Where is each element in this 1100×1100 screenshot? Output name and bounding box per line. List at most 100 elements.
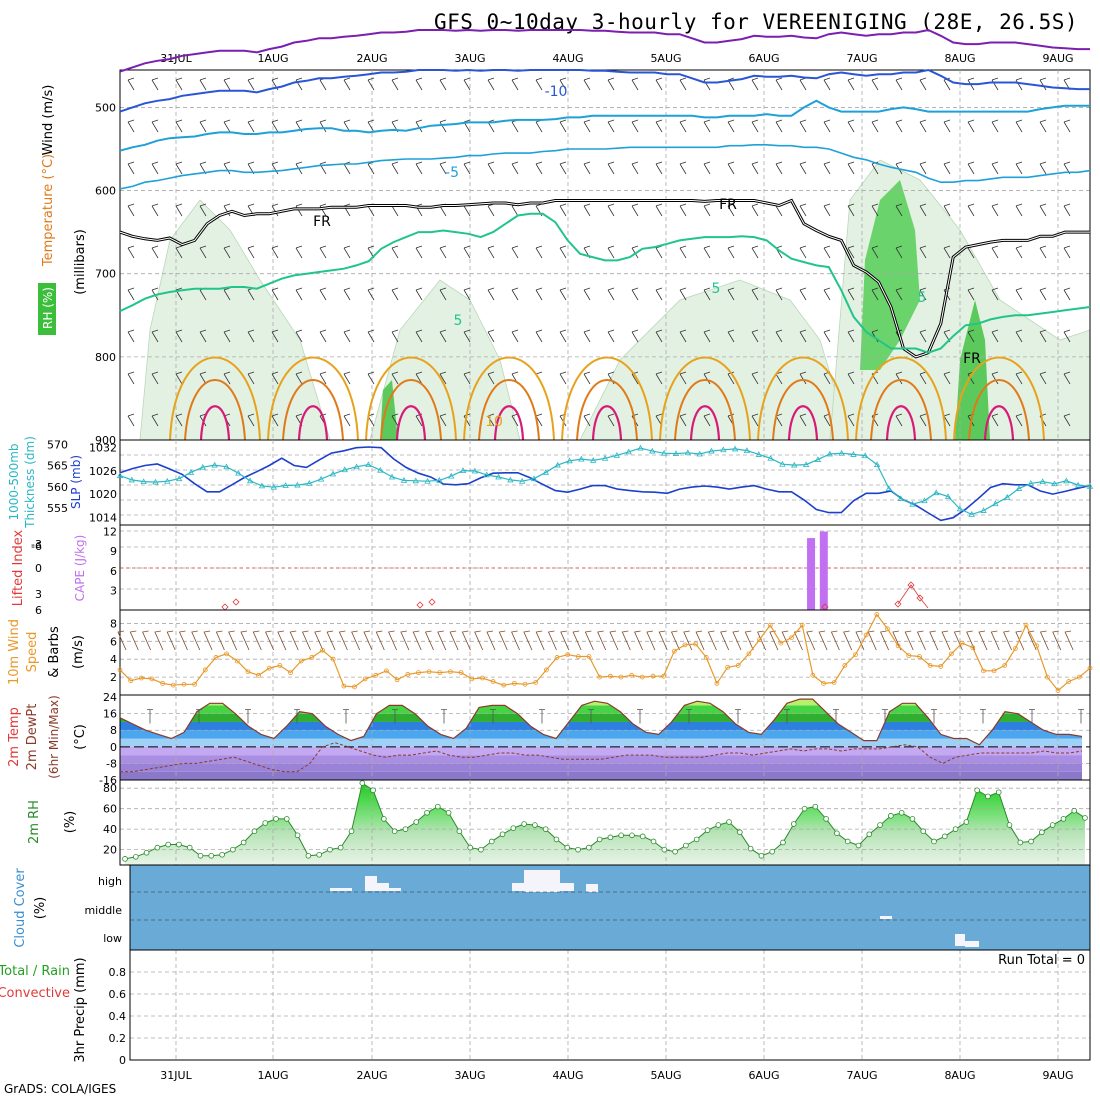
rh-point — [855, 842, 862, 849]
rh-point — [143, 849, 150, 856]
wind10m-barb — [437, 630, 447, 651]
wind-speed-point — [160, 680, 166, 686]
wind10m-barb — [547, 630, 557, 651]
temp-minmax — [686, 709, 692, 724]
upper-wind-barb — [991, 161, 999, 175]
upper-wind-barb — [871, 77, 879, 91]
wind10m-barb — [572, 630, 582, 651]
thickness-marker — [483, 471, 490, 478]
rh-point — [963, 819, 970, 825]
isotherm-10 — [561, 356, 653, 441]
upper-wind-barb — [991, 77, 999, 91]
thickness-marker — [720, 446, 727, 453]
rh-point — [715, 822, 722, 828]
wind-speed-point — [757, 637, 762, 642]
temp-minmax — [1029, 709, 1035, 724]
upper-ylabel-units: (millibars) — [73, 229, 88, 295]
isotherm-15 — [184, 379, 246, 441]
upper-wind-barb — [655, 203, 663, 217]
wind10m-barb — [966, 630, 976, 651]
top-day-label: 9AUG — [1042, 52, 1073, 65]
wind-speed-point — [629, 672, 635, 678]
wind10m-barb — [953, 630, 963, 651]
upper-ylabel-rh: RH (%) — [41, 287, 55, 329]
upper-wind-barb — [847, 119, 855, 133]
upper-wind-barb — [847, 329, 855, 343]
thickness-marker — [306, 480, 313, 486]
wind10m-barb — [806, 630, 816, 651]
wind10m-barb — [584, 630, 594, 651]
bottom-day-label: 2AUG — [356, 1069, 387, 1082]
upper-wind-barb — [151, 371, 159, 385]
upper-ylabel-temp: Temperature (°C) — [41, 154, 56, 267]
upper-wind-barb — [703, 245, 711, 259]
wind-ylabel-4: (m/s) — [71, 635, 86, 669]
upper-y-tick: 600 — [95, 185, 116, 198]
slp-ylabel: SLP (mb) — [69, 455, 83, 509]
rh-point — [575, 846, 581, 853]
upper-wind-barb — [175, 413, 183, 427]
upper-wind-barb — [823, 77, 831, 91]
upper-wind-barb — [391, 371, 399, 385]
upper-wind-barb — [919, 413, 927, 427]
wind-speed-point — [554, 655, 560, 660]
thickness-marker — [1027, 480, 1035, 486]
li-ylabel: Lifted Index — [11, 529, 26, 606]
thickness-marker — [258, 482, 266, 489]
upper-wind-barb — [271, 371, 279, 385]
isotherm-20 — [885, 405, 917, 441]
axis-labels: Wind (m/s)Temperature (°C) RH (%) (milliba… — [0, 85, 88, 1063]
upper-wind-barb — [319, 77, 327, 91]
rh-point — [230, 846, 236, 853]
rh-point — [1028, 838, 1034, 845]
upper-wind-barb — [151, 413, 159, 427]
isotherm-10 — [953, 356, 1045, 441]
wind10m-barb — [916, 630, 926, 651]
wind-speed-point — [298, 658, 304, 664]
upper-wind-barb — [295, 287, 303, 301]
rh-point — [370, 787, 376, 794]
thickness-marker — [424, 477, 431, 484]
upper-wind-barb — [1063, 329, 1071, 343]
upper-wind-barb — [199, 77, 207, 91]
isotherm-15 — [380, 379, 442, 441]
rh-point — [618, 832, 624, 839]
wind10m-barb — [634, 630, 643, 651]
thickness-marker — [684, 449, 691, 456]
upper-wind-barb — [319, 245, 327, 259]
temp-minmax — [735, 709, 741, 724]
rh-point — [758, 852, 765, 859]
temp-tick: 0 — [110, 741, 117, 754]
upper-wind-barb — [607, 287, 615, 301]
upper-wind-barb — [151, 119, 159, 133]
contour-label: -5 — [445, 165, 459, 181]
upper-wind-barb — [1015, 287, 1023, 301]
rh-point — [607, 834, 614, 841]
temp-ylabel-3: (6hr Min/Max) — [47, 695, 61, 779]
wind10m-barb — [880, 630, 889, 651]
wind-speed-point — [149, 676, 155, 682]
temp-minmax — [784, 709, 790, 724]
rh-point — [413, 819, 420, 825]
rh-point — [348, 828, 355, 835]
wind-speed-point — [522, 681, 528, 687]
upper-wind-barb — [1015, 245, 1023, 259]
slp-thickness-panel: 555 560 565 570 1014 1020 1026 1032 — [47, 438, 1094, 526]
wind-speed-point — [469, 676, 475, 682]
upper-wind-barb — [967, 161, 975, 175]
upper-wind-barb — [511, 77, 519, 91]
upper-wind-barb — [487, 245, 495, 259]
wind-speed-point — [245, 669, 251, 675]
isotherm-15 — [772, 379, 834, 441]
thickness-marker — [282, 482, 289, 488]
upper-wind-barb — [607, 371, 615, 385]
top-day-label: 8AUG — [944, 52, 975, 65]
upper-wind-barb — [391, 287, 399, 301]
wind-tick: 2 — [110, 671, 117, 684]
upper-wind-barb — [319, 287, 327, 301]
rh-point — [402, 826, 409, 832]
thickness-marker — [152, 478, 159, 485]
contour-label: 5 — [712, 281, 721, 297]
thickness-marker — [377, 466, 384, 473]
